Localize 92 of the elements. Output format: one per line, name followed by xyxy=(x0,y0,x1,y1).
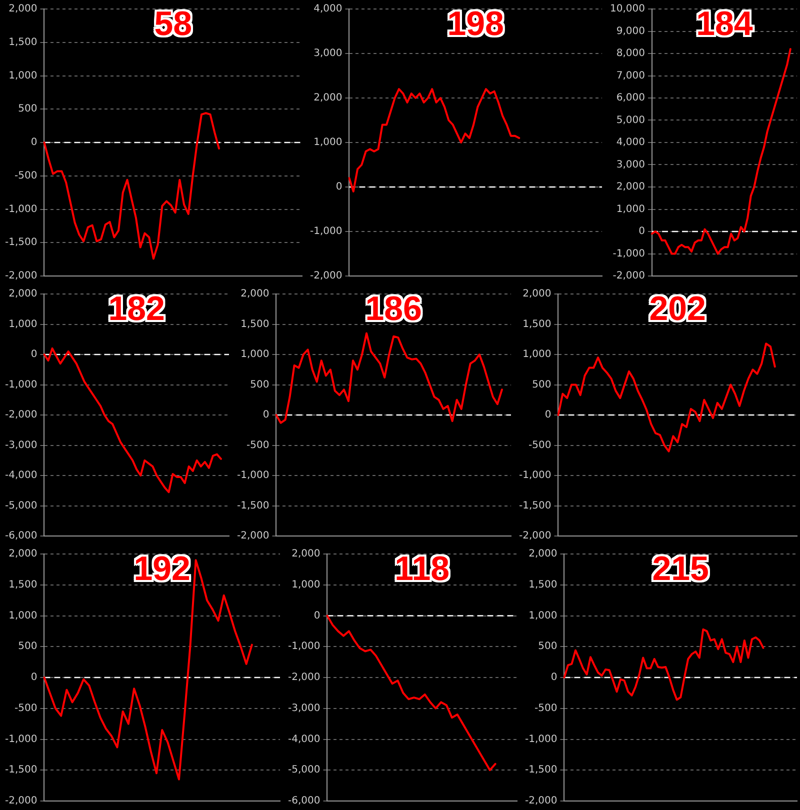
y-tick-label: 0 xyxy=(550,672,558,684)
y-tick-label: 0 xyxy=(336,182,342,193)
y-tick-label: -1,500 xyxy=(236,500,270,512)
y-tick-label: 4,000 xyxy=(314,4,342,15)
y-tick-label: -3,000 xyxy=(4,440,38,451)
y-tick-label: 1,500 xyxy=(528,579,558,590)
chart-title: 184 xyxy=(696,5,753,43)
y-tick-label: -4,000 xyxy=(288,734,320,745)
y-tick-label: 1,000 xyxy=(8,318,38,330)
y-tick-label: -1,500 xyxy=(518,500,552,512)
y-tick-label: -500 xyxy=(528,440,552,451)
y-tick-label: -2,000 xyxy=(4,410,38,421)
y-tick-label: -5,000 xyxy=(288,764,320,776)
y-tick-label: -1,000 xyxy=(310,226,342,238)
y-tick-label: 1,500 xyxy=(8,36,38,48)
y-tick-label: 1,000 xyxy=(314,137,342,148)
y-tick-label: 1,000 xyxy=(292,579,320,590)
y-tick-label: -500 xyxy=(246,440,270,451)
y-tick-label: -2,000 xyxy=(518,530,552,542)
y-tick-label: -6,000 xyxy=(288,796,320,807)
y-tick-label: -1,000 xyxy=(4,379,38,390)
y-tick-label: 2,000 xyxy=(314,92,342,104)
y-tick-label: 1,000 xyxy=(8,610,38,622)
y-tick-label: -2,000 xyxy=(612,270,645,282)
y-tick-label: 2,000 xyxy=(522,288,552,300)
y-tick-label: 3,000 xyxy=(616,159,645,170)
chart-title: 58 xyxy=(154,5,192,43)
y-tick-label: 500 xyxy=(538,641,558,652)
y-tick-label: -3,000 xyxy=(288,702,320,714)
y-tick-label: -1,000 xyxy=(524,734,558,745)
y-tick-label: 0 xyxy=(30,349,38,360)
y-tick-label: 1,000 xyxy=(240,349,270,360)
chart-title: 182 xyxy=(108,290,165,328)
y-tick-label: 0 xyxy=(638,226,645,238)
y-tick-label: 6,000 xyxy=(616,92,645,104)
y-tick-label: -500 xyxy=(14,702,38,714)
y-tick-label: 2,000 xyxy=(8,4,38,15)
y-tick-label: -4,000 xyxy=(4,470,38,482)
y-tick-label: -2,000 xyxy=(236,530,270,542)
chart-title: 118 xyxy=(394,550,450,588)
y-tick-label: 0 xyxy=(30,137,38,148)
y-tick-label: -2,000 xyxy=(310,270,342,282)
y-tick-label: -1,000 xyxy=(236,470,270,482)
y-tick-label: 2,000 xyxy=(292,548,320,560)
y-tick-label: 2,000 xyxy=(8,548,38,560)
y-tick-label: 2,000 xyxy=(8,288,38,300)
y-tick-label: 1,000 xyxy=(528,610,558,622)
y-tick-label: -2,000 xyxy=(4,270,38,282)
y-tick-label: 1,500 xyxy=(522,318,552,330)
y-tick-label: 9,000 xyxy=(616,26,645,37)
y-tick-label: 1,500 xyxy=(240,318,270,330)
chart-title: 186 xyxy=(365,290,422,328)
y-tick-label: 500 xyxy=(250,379,270,390)
y-tick-label: 500 xyxy=(18,104,38,115)
y-tick-label: 1,000 xyxy=(8,70,38,82)
y-tick-label: -1,500 xyxy=(524,764,558,776)
y-tick-label: -2,000 xyxy=(288,672,320,684)
y-tick-label: -1,000 xyxy=(4,204,38,215)
y-tick-label: 500 xyxy=(532,379,552,390)
y-tick-label: 1,500 xyxy=(8,579,38,590)
y-tick-label: -500 xyxy=(14,170,38,182)
chart-title: 202 xyxy=(649,290,706,328)
y-tick-label: 0 xyxy=(262,410,270,421)
y-tick-label: 0 xyxy=(544,410,552,421)
y-tick-label: -500 xyxy=(534,702,558,714)
y-tick-label: 0 xyxy=(314,610,320,622)
y-tick-label: 3,000 xyxy=(314,48,342,60)
chart-title: 192 xyxy=(134,550,190,588)
y-tick-label: 500 xyxy=(18,641,38,652)
y-tick-label: -1,000 xyxy=(518,470,552,482)
y-tick-label: 2,000 xyxy=(240,288,270,300)
y-tick-label: -1,500 xyxy=(4,237,38,248)
y-tick-label: -1,000 xyxy=(288,641,320,652)
y-tick-label: 0 xyxy=(30,672,38,684)
y-tick-label: 4,000 xyxy=(616,137,645,148)
y-tick-label: 8,000 xyxy=(616,48,645,60)
y-tick-label: 10,000 xyxy=(610,4,645,15)
y-tick-label: -1,500 xyxy=(4,764,38,776)
y-tick-label: 7,000 xyxy=(616,70,645,82)
y-tick-label: -1,000 xyxy=(612,248,645,260)
chart-title: 215 xyxy=(652,550,709,588)
y-tick-label: -6,000 xyxy=(4,530,38,542)
y-tick-label: 1,000 xyxy=(616,204,645,215)
y-tick-label: 2,000 xyxy=(616,182,645,193)
y-tick-label: -2,000 xyxy=(524,796,558,807)
y-tick-label: 5,000 xyxy=(616,114,645,126)
y-tick-label: 1,000 xyxy=(522,349,552,360)
y-tick-label: 2,000 xyxy=(528,548,558,560)
y-tick-label: -1,000 xyxy=(4,734,38,745)
chart-title: 198 xyxy=(447,5,504,43)
y-tick-label: -2,000 xyxy=(4,796,38,807)
y-tick-label: -5,000 xyxy=(4,500,38,512)
